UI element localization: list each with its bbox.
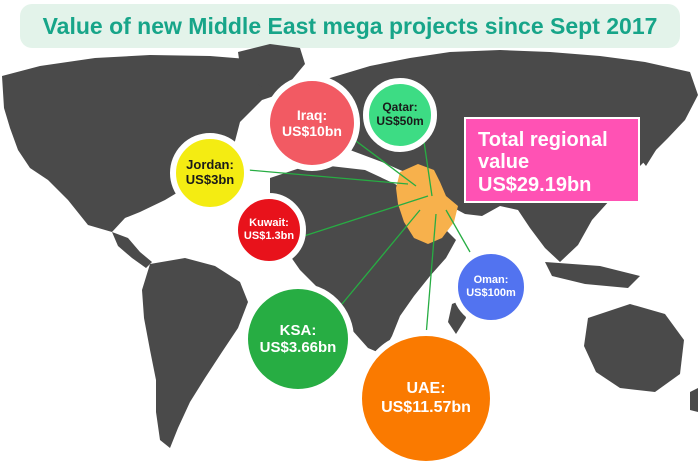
australia-landmass [584,304,684,392]
bubble-kuwait-name: Kuwait: [249,217,289,230]
total-label-line2: value [478,151,530,174]
bubble-iraq-value: US$10bn [282,123,342,139]
south-america-landmass [142,258,248,448]
central-america-landmass [112,232,152,268]
bubble-qatar-value: US$50m [376,114,424,128]
page-title: Value of new Middle East mega projects s… [42,12,658,39]
total-value: US$29.19bn [478,173,592,196]
bubble-qatar: Qatar: US$50m [363,78,437,152]
bubble-kuwait: Kuwait: US$1.3bn [232,193,306,267]
bubble-qatar-name: Qatar: [382,100,418,115]
bubble-iraq-name: Iraq: [296,106,328,123]
bubble-iraq: Iraq: US$10bn [264,75,360,171]
bubble-jordan: Jordan: US$3bn [170,133,250,213]
bubble-uae-value: US$11.57bn [381,398,471,416]
total-label-line1: Total regional [478,129,608,151]
bubble-uae-name: UAE: [406,380,446,398]
bubble-jordan-value: US$3bn [185,172,235,187]
north-america-landmass [2,55,292,232]
indonesia-landmass [545,262,640,288]
connector-kuwait [303,195,429,237]
bubble-ksa: KSA: US$3.66bn [242,283,354,395]
title-banner: Value of new Middle East mega projects s… [20,4,680,48]
bubble-ksa-value: US$3.66bn [259,339,337,356]
bubble-oman: Oman: US$100m [452,248,530,326]
bubble-kuwait-value: US$1.3bn [243,230,295,242]
connector-ksa [341,209,421,305]
connector-jordan [247,169,409,185]
middle-east-region [396,164,458,244]
bubble-oman-name: Oman: [473,274,509,287]
bubble-uae: UAE: US$11.57bn [356,330,496,467]
total-regional-value-box: Total regional value US$29.19bn [464,117,640,203]
bubble-jordan-name: Jordan: [186,157,234,173]
greenland-landmass [238,44,305,90]
connector-iraq [351,137,417,187]
bubble-ksa-name: KSA: [279,321,317,339]
connector-uae [425,213,437,337]
bubble-oman-value: US$100m [466,287,516,299]
new-zealand-landmass [690,388,698,412]
connector-oman [445,209,471,253]
japan-landmass [638,126,656,166]
